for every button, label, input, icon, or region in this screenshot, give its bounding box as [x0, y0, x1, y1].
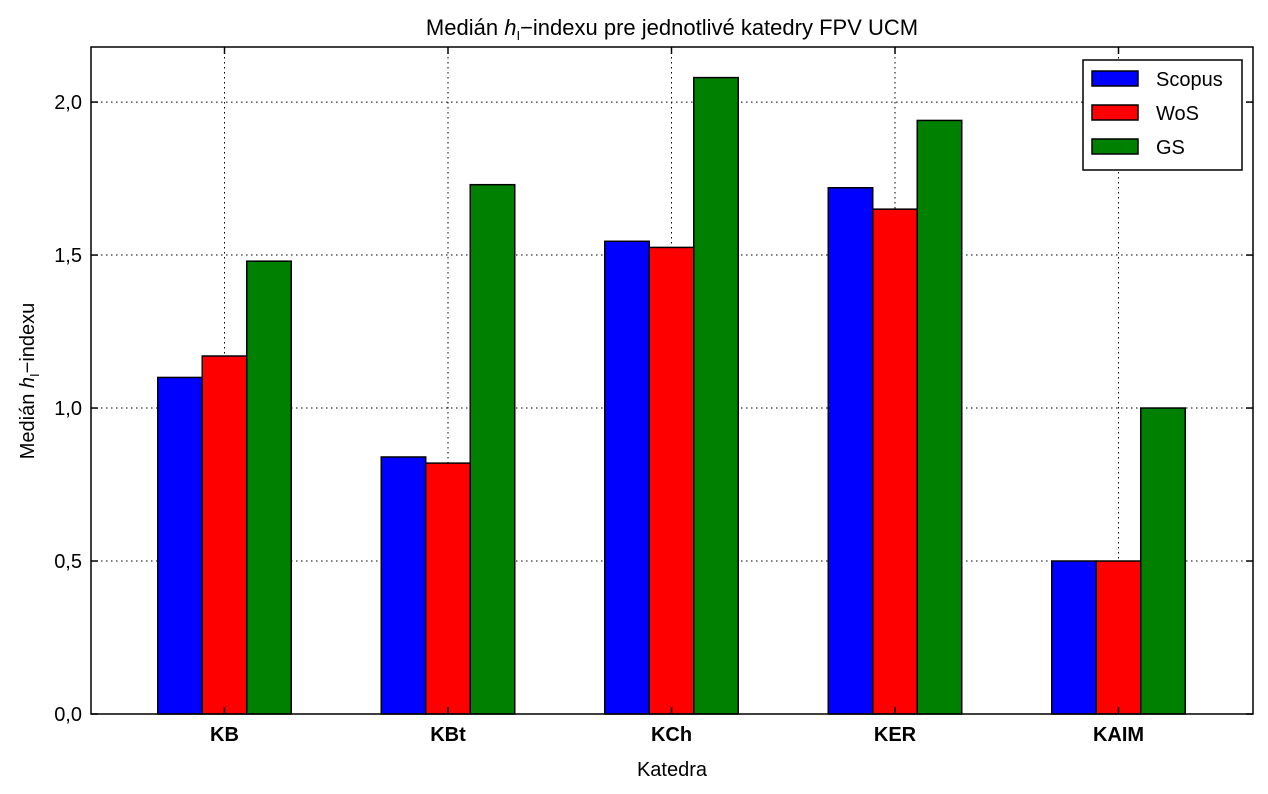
y-tick-labels: 0,0 0,5 1,0 1,5 2,0	[54, 92, 82, 726]
bar-gs-kaim	[1140, 407, 1186, 715]
bar-scopus-kb	[157, 376, 203, 715]
bar-wos-kch	[648, 246, 695, 715]
bar-scopus-ker	[827, 186, 874, 715]
bar-wos-kb	[201, 355, 248, 715]
y-tick-label: 0,0	[54, 704, 82, 726]
x-tick-label: KCh	[651, 724, 692, 746]
legend-swatch-gs	[1091, 138, 1139, 155]
legend: Scopus WoS GS	[1082, 59, 1243, 171]
y-tick-label: 1,0	[54, 398, 82, 420]
bar-scopus-kaim	[1051, 560, 1097, 715]
bar-gs-kb	[246, 260, 292, 715]
x-tick-labels: KB KBt KCh KER KAIM	[210, 724, 1144, 746]
y-tick-label: 1,5	[54, 245, 82, 267]
bar-gs-kch	[693, 76, 739, 715]
y-tick-label: 0,5	[54, 551, 82, 573]
bar-wos-kaim	[1095, 560, 1142, 715]
bar-scopus-kbt	[380, 456, 427, 715]
x-axis-label: Katedra	[637, 759, 708, 781]
y-axis-label: Medián hI−indexu	[17, 303, 42, 460]
bar-gs-kbt	[469, 183, 516, 715]
legend-swatch-scopus	[1091, 70, 1139, 87]
legend-label-scopus: Scopus	[1156, 69, 1223, 91]
bar-scopus-kch	[604, 240, 650, 715]
x-tick-label: KBt	[430, 724, 466, 746]
legend-label-gs: GS	[1156, 137, 1185, 159]
bars	[157, 76, 1186, 715]
legend-swatch-wos	[1091, 104, 1139, 121]
y-tick-label: 2,0	[54, 92, 82, 114]
bar-wos-kbt	[425, 462, 471, 715]
x-tick-label: KER	[874, 724, 917, 746]
bar-gs-ker	[916, 119, 963, 715]
ticks	[91, 47, 1253, 715]
x-tick-label: KAIM	[1093, 724, 1144, 746]
chart-title: Medián hI−indexu pre jednotlivé katedry …	[426, 15, 918, 43]
x-tick-label: KB	[210, 724, 239, 746]
bar-wos-ker	[872, 208, 918, 715]
legend-label-wos: WoS	[1156, 103, 1199, 125]
